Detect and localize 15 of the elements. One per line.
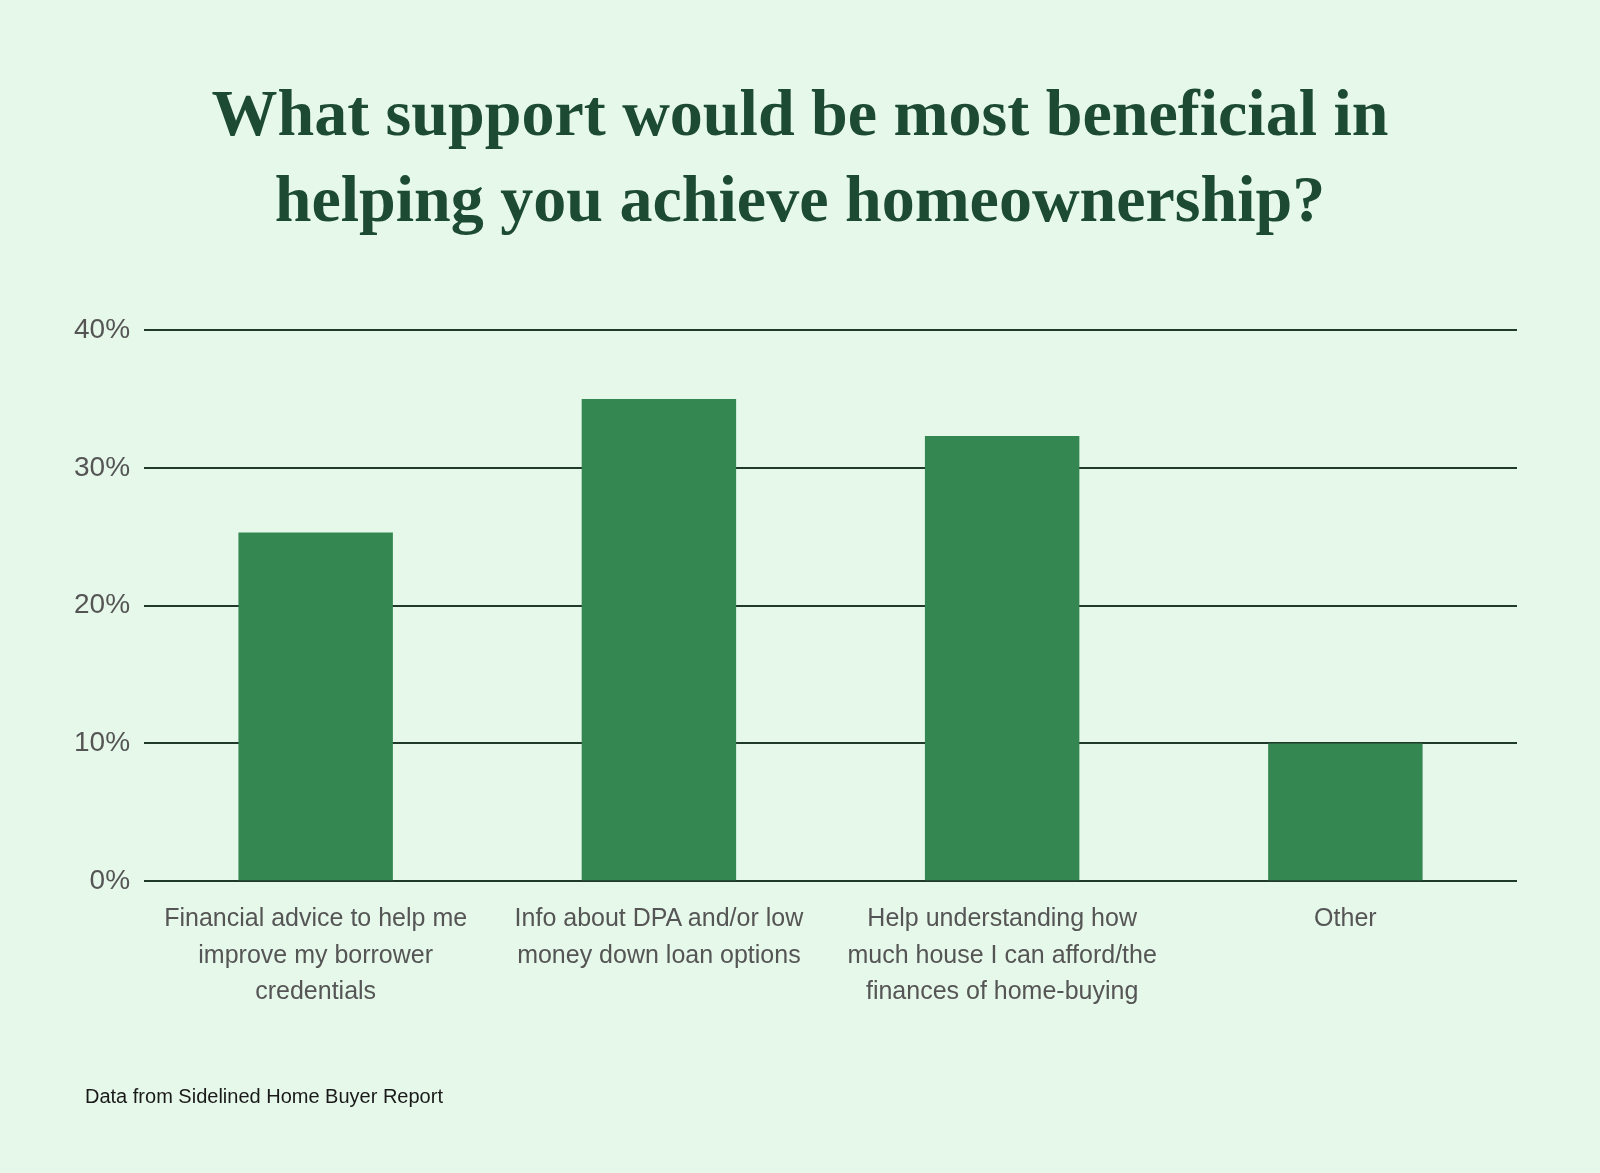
x-tick-label: Info about DPA and/or low money down loan options xyxy=(514,903,805,968)
x-tick-label: Other xyxy=(1314,903,1377,932)
text: Data from Sidelined Home Buyer Report xyxy=(85,1085,443,1108)
y-tick-label: 30% xyxy=(73,450,131,482)
bar xyxy=(238,532,393,881)
y-tick-label: 10% xyxy=(73,726,131,758)
chart-title: What support would be most beneficial in helping you achieve homeownership? xyxy=(210,75,1390,237)
y-tick-label: 40% xyxy=(73,312,131,344)
y-tick-label: 0% xyxy=(89,863,131,895)
bar xyxy=(1268,743,1423,881)
y-tick-label: 20% xyxy=(73,588,131,620)
bar xyxy=(581,398,737,881)
bar xyxy=(924,436,1080,881)
x-tick-label: Help understanding how much house I can afford/the finances of home-buying xyxy=(847,903,1157,1004)
x-tick-label: Financial advice to help me improve my borrower credentials xyxy=(164,903,468,1004)
